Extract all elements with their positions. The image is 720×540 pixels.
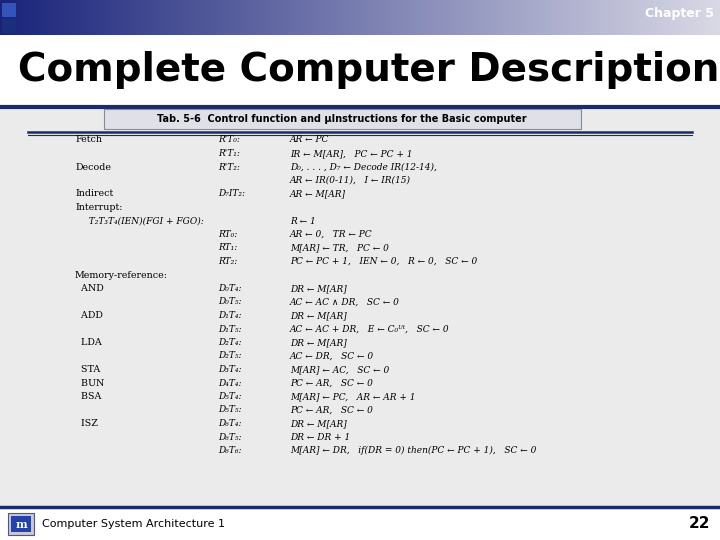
- Text: M[AR] ← AC,   SC ← 0: M[AR] ← AC, SC ← 0: [290, 365, 390, 374]
- Text: PC ← AR,   SC ← 0: PC ← AR, SC ← 0: [290, 406, 373, 415]
- Bar: [0, 35, 720, 105]
- Text: D₇IT₂:: D₇IT₂:: [218, 190, 245, 199]
- Text: M[AR] ← DR,   if(DR = 0) then(PC ← PC + 1),   SC ← 0: M[AR] ← DR, if(DR = 0) then(PC ← PC + 1)…: [290, 446, 536, 455]
- Text: m: m: [15, 518, 27, 530]
- Text: AC ← AC + DR,   E ← C₀ᵁᵗ,   SC ← 0: AC ← AC + DR, E ← C₀ᵁᵗ, SC ← 0: [290, 325, 449, 334]
- Text: DR ← M[AR]: DR ← M[AR]: [290, 338, 347, 347]
- Text: DR ← DR + 1: DR ← DR + 1: [290, 433, 350, 442]
- Text: PC ← AR,   SC ← 0: PC ← AR, SC ← 0: [290, 379, 373, 388]
- Text: LDA: LDA: [75, 338, 102, 347]
- Text: D₁T₅:: D₁T₅:: [218, 325, 241, 334]
- Text: D₂T₅:: D₂T₅:: [218, 352, 241, 361]
- Text: D₅T₅:: D₅T₅:: [218, 406, 241, 415]
- Text: D₀T₅:: D₀T₅:: [218, 298, 241, 307]
- Text: D₆T₅:: D₆T₅:: [218, 433, 241, 442]
- Text: AND: AND: [75, 284, 104, 293]
- Text: AC ← DR,   SC ← 0: AC ← DR, SC ← 0: [290, 352, 374, 361]
- Text: STA: STA: [75, 365, 100, 374]
- Text: R'T₀:: R'T₀:: [218, 136, 240, 145]
- Text: Decode: Decode: [75, 163, 111, 172]
- Text: D₆T₆:: D₆T₆:: [218, 446, 241, 455]
- Text: D₀, . . . , D₇ ← Decode IR(12-14),: D₀, . . . , D₇ ← Decode IR(12-14),: [290, 163, 437, 172]
- Text: DR ← M[AR]: DR ← M[AR]: [290, 419, 347, 428]
- Text: AR ← M[AR]: AR ← M[AR]: [290, 190, 346, 199]
- Text: R ← 1: R ← 1: [290, 217, 316, 226]
- Text: DR ← M[AR]: DR ← M[AR]: [290, 284, 347, 293]
- Text: DR ← M[AR]: DR ← M[AR]: [290, 311, 347, 320]
- Bar: [2, 3, 16, 17]
- Text: ADD: ADD: [75, 311, 103, 320]
- Text: AC ← AC ∧ DR,   SC ← 0: AC ← AC ∧ DR, SC ← 0: [290, 298, 400, 307]
- Bar: [2, 19, 16, 33]
- Text: M[AR] ← TR,   PC ← 0: M[AR] ← TR, PC ← 0: [290, 244, 389, 253]
- Text: D₂T₄:: D₂T₄:: [218, 338, 241, 347]
- Text: AR ← PC: AR ← PC: [290, 136, 329, 145]
- Text: R'T₁:: R'T₁:: [218, 149, 240, 158]
- Text: IR ← M[AR],   PC ← PC + 1: IR ← M[AR], PC ← PC + 1: [290, 149, 413, 158]
- Text: D₅T₄:: D₅T₄:: [218, 392, 241, 401]
- Text: BSA: BSA: [75, 392, 102, 401]
- Text: RT₁:: RT₁:: [218, 244, 238, 253]
- Text: R'T₂:: R'T₂:: [218, 163, 240, 172]
- Text: T₂T₃T₄(IEN)(FGI + FGO):: T₂T₃T₄(IEN)(FGI + FGO):: [83, 217, 204, 226]
- Bar: [11, 516, 31, 532]
- Text: RT₂:: RT₂:: [218, 257, 238, 266]
- Text: AR ← IR(0-11),   I ← IR(15): AR ← IR(0-11), I ← IR(15): [290, 176, 411, 185]
- Text: Fetch: Fetch: [75, 136, 102, 145]
- Text: Memory-reference:: Memory-reference:: [75, 271, 168, 280]
- Text: M[AR] ← PC,   AR ← AR + 1: M[AR] ← PC, AR ← AR + 1: [290, 392, 415, 401]
- Text: ISZ: ISZ: [75, 419, 98, 428]
- Bar: [0, 507, 720, 540]
- Text: BUN: BUN: [75, 379, 104, 388]
- Text: D₀T₄:: D₀T₄:: [218, 284, 241, 293]
- Text: PC ← PC + 1,   IEN ← 0,   R ← 0,   SC ← 0: PC ← PC + 1, IEN ← 0, R ← 0, SC ← 0: [290, 257, 477, 266]
- Text: Complete Computer Description: Complete Computer Description: [18, 51, 719, 89]
- FancyBboxPatch shape: [104, 109, 581, 129]
- Bar: [8, 513, 34, 535]
- Text: 22: 22: [688, 516, 710, 531]
- Bar: [0, 107, 720, 510]
- Text: D₃T₄:: D₃T₄:: [218, 365, 241, 374]
- Text: RT₀:: RT₀:: [218, 230, 238, 239]
- Text: Chapter 5: Chapter 5: [645, 7, 714, 20]
- Text: D₄T₄:: D₄T₄:: [218, 379, 241, 388]
- Text: Indirect: Indirect: [75, 190, 113, 199]
- Text: D₆T₄:: D₆T₄:: [218, 419, 241, 428]
- Text: Computer System Architecture 1: Computer System Architecture 1: [42, 519, 225, 529]
- Text: Interrupt:: Interrupt:: [75, 203, 122, 212]
- Text: AR ← 0,   TR ← PC: AR ← 0, TR ← PC: [290, 230, 373, 239]
- Text: Tab. 5-6  Control function and μInstructions for the Basic computer: Tab. 5-6 Control function and μInstructi…: [157, 114, 527, 124]
- Text: D₁T₄:: D₁T₄:: [218, 311, 241, 320]
